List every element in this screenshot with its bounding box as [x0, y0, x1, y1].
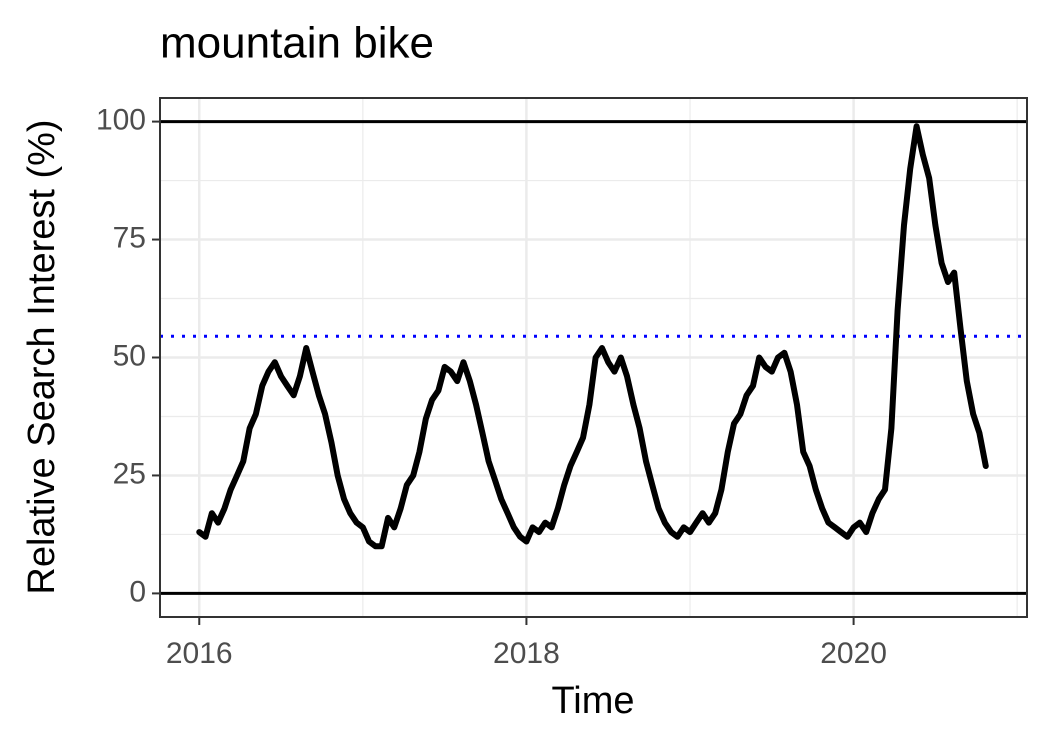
y-tick-label: 50 — [113, 339, 146, 372]
y-tick-label: 75 — [113, 221, 146, 254]
x-tick-label: 2018 — [493, 637, 560, 670]
y-tick-label: 0 — [129, 575, 146, 608]
chart-title: mountain bike — [160, 19, 434, 68]
panel-border — [159, 97, 1028, 618]
y-tick-label: 25 — [113, 457, 146, 490]
x-tick-label: 2016 — [166, 637, 233, 670]
x-tick-label: 2020 — [820, 637, 887, 670]
y-tick-label: 100 — [96, 104, 146, 137]
data-line — [196, 123, 989, 550]
y-axis-title: Relative Search Interest (%) — [21, 119, 63, 594]
x-axis-title: Time — [551, 680, 634, 722]
